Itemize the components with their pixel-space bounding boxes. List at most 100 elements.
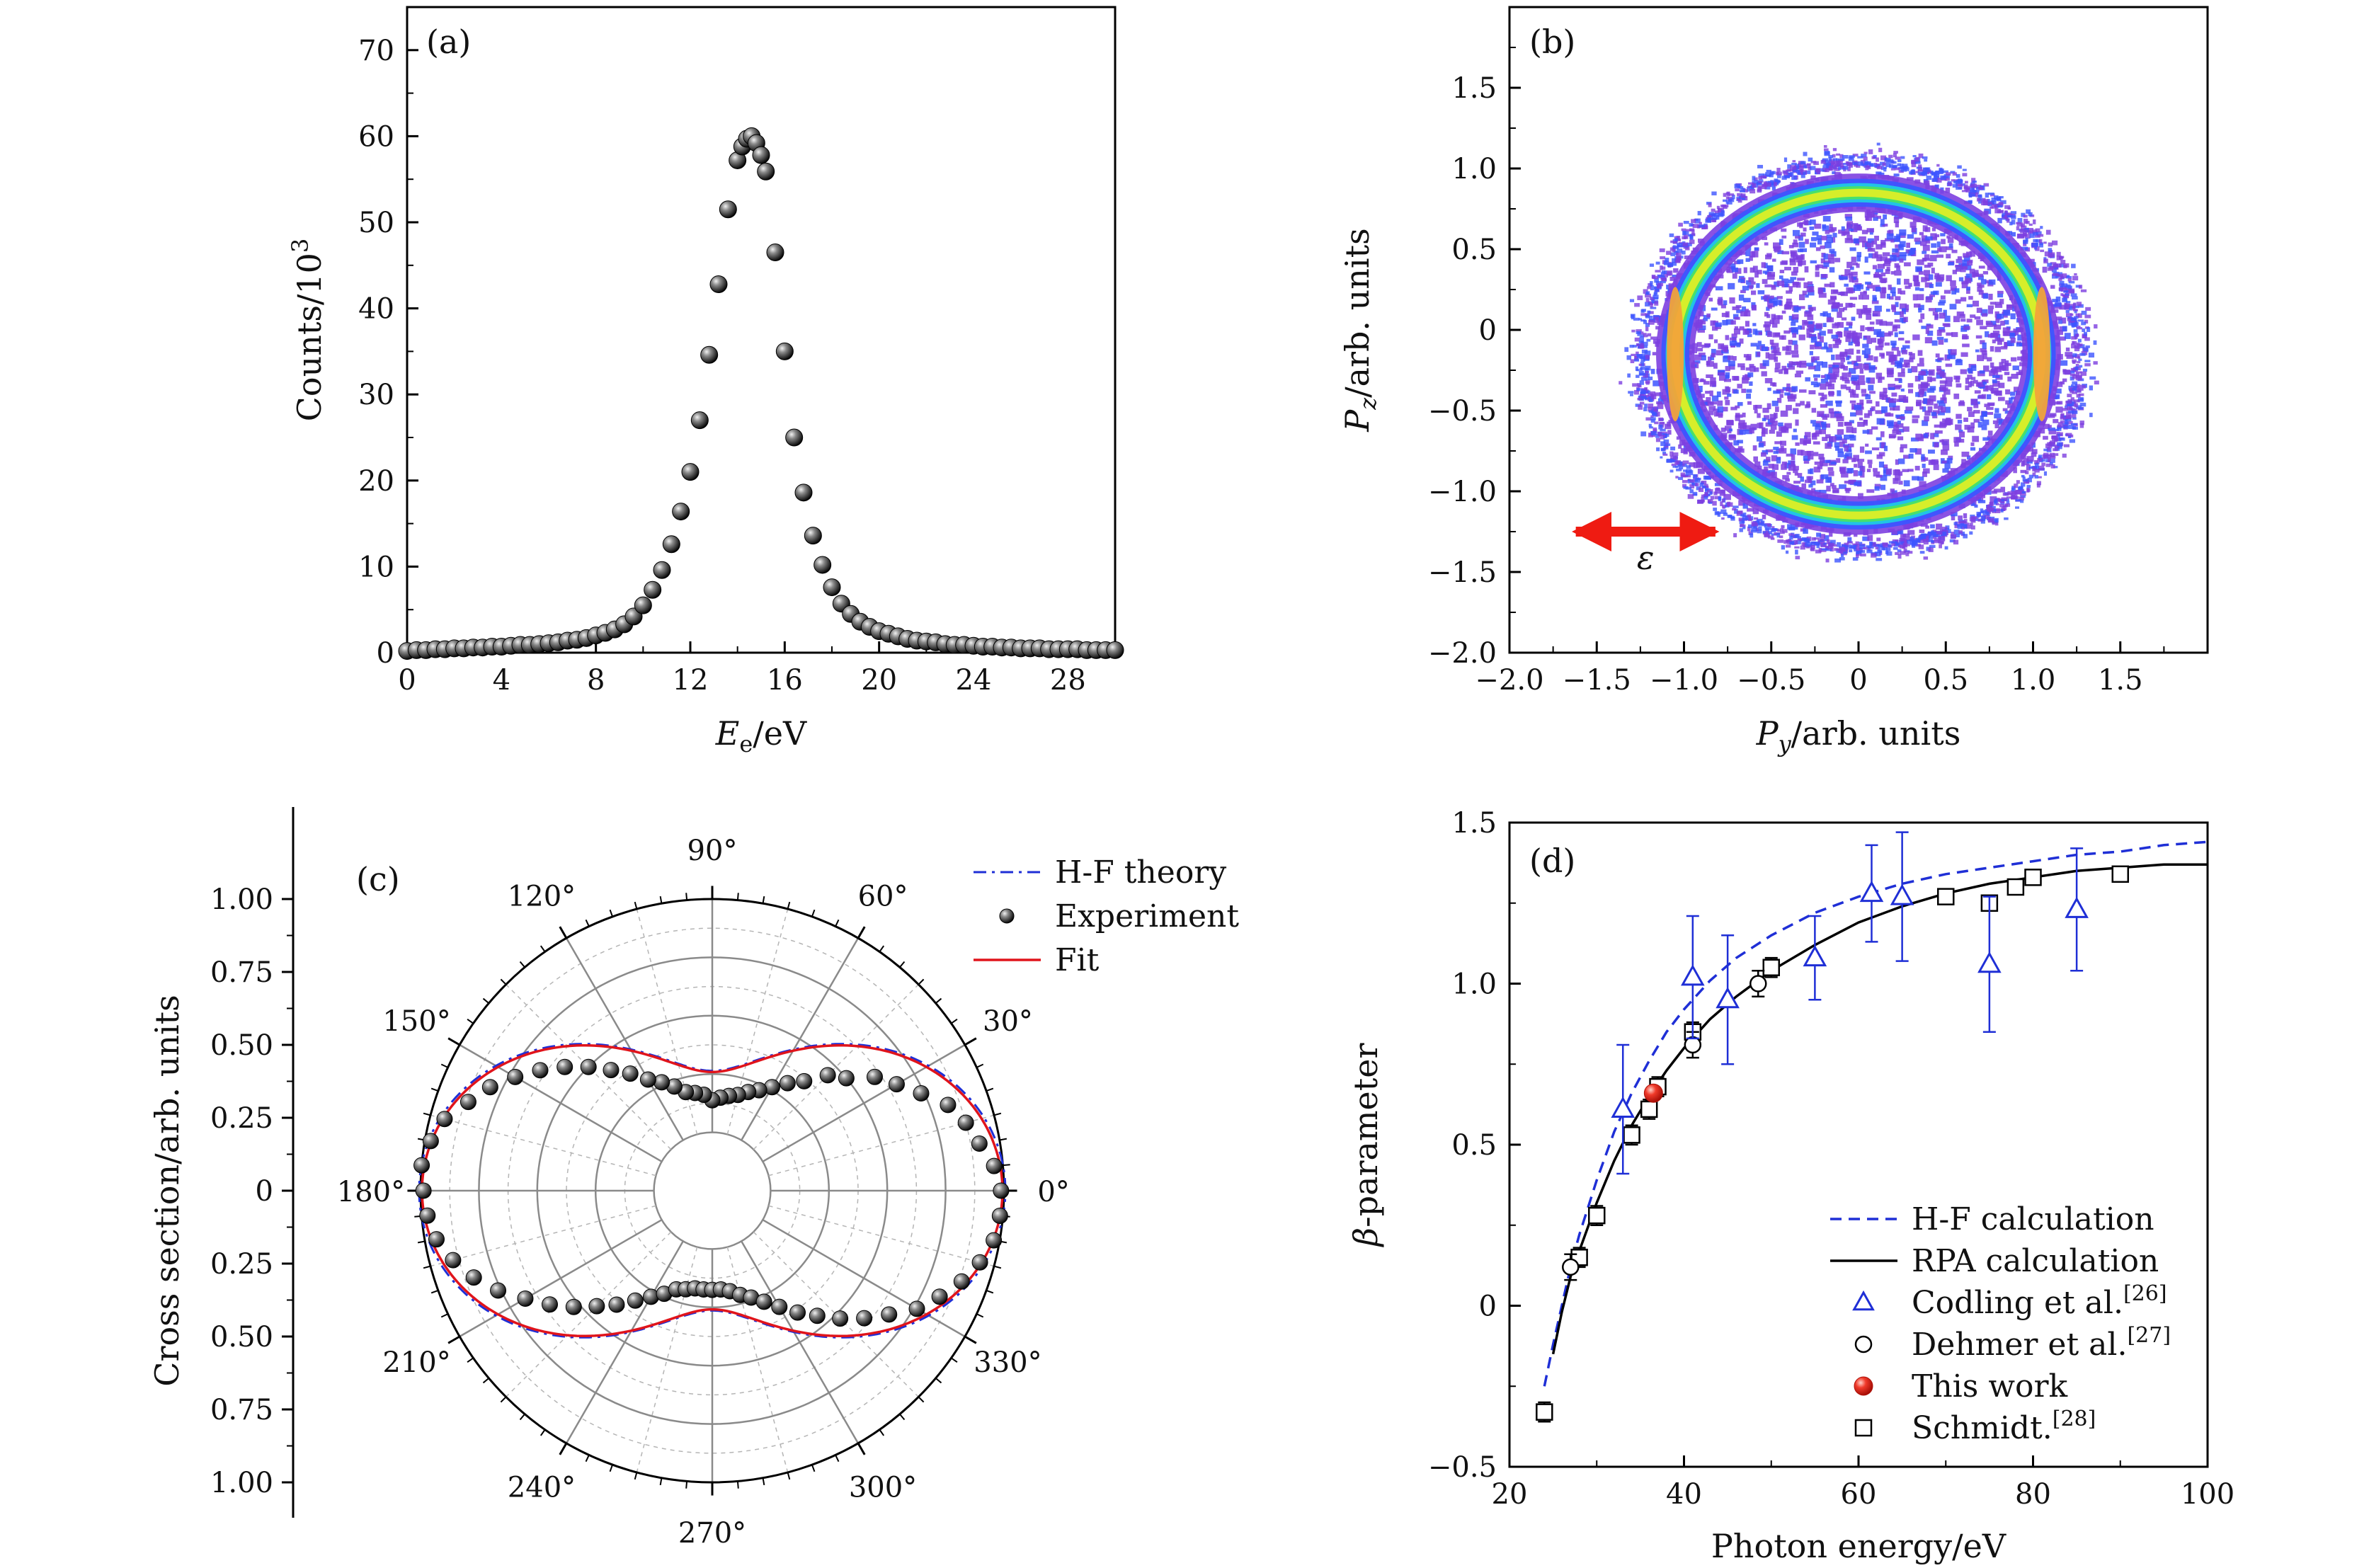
speckle	[1758, 442, 1764, 448]
speckle	[1806, 333, 1812, 338]
speckle	[1987, 506, 1993, 512]
speckle	[2072, 296, 2078, 300]
speckle	[1770, 424, 1777, 430]
speckle	[1761, 431, 1766, 437]
speckle	[1842, 372, 1848, 379]
speckle	[2074, 366, 2079, 371]
speckle	[1961, 190, 1968, 193]
speckle	[2057, 445, 2062, 450]
speckle	[1808, 484, 1813, 488]
speckle	[1875, 546, 1879, 550]
speckle	[1898, 481, 1903, 485]
angle-tick	[999, 1138, 1007, 1141]
speckle	[1746, 389, 1752, 393]
speckle	[1854, 394, 1859, 398]
speckle	[1664, 270, 1667, 275]
speckle	[1709, 491, 1713, 496]
speckle	[1831, 485, 1837, 489]
speckle	[1764, 326, 1771, 332]
speckle	[1797, 163, 1801, 168]
speckle	[2006, 214, 2012, 218]
speckle	[1975, 335, 1982, 339]
speckle	[1657, 432, 1662, 436]
speckle	[1876, 474, 1883, 478]
speckle	[1955, 265, 1963, 268]
speckle	[1902, 426, 1910, 432]
speckle	[1813, 441, 1820, 445]
speckle	[1764, 321, 1771, 327]
speckle	[1709, 401, 1718, 405]
speckle	[1939, 371, 1945, 377]
speckle	[2071, 336, 2077, 340]
speckle	[1773, 242, 1781, 249]
speckle	[2067, 435, 2072, 439]
speckle	[1852, 543, 1858, 546]
speckle	[2002, 327, 2010, 333]
speckle	[1953, 530, 1960, 535]
speckle	[1810, 166, 1816, 171]
speckle	[1656, 401, 1662, 404]
data-point	[662, 535, 680, 554]
speckle	[1948, 243, 1953, 248]
speckle	[1915, 544, 1921, 547]
speckle	[1827, 467, 1834, 471]
speckle	[1883, 166, 1887, 169]
speckle	[1683, 469, 1688, 472]
speckle	[1786, 302, 1793, 307]
speckle	[1872, 265, 1878, 270]
speckle	[1638, 318, 1642, 321]
speckle	[1747, 372, 1754, 377]
speckle	[1849, 412, 1856, 417]
speckle	[1897, 288, 1902, 294]
speckle	[1925, 535, 1929, 541]
speckle	[2079, 365, 2083, 368]
speckle	[1972, 273, 1979, 277]
speckle	[1849, 420, 1854, 424]
speckle	[1860, 553, 1866, 557]
speckle	[1883, 167, 1887, 172]
speckle	[2031, 243, 2038, 247]
speckle	[1692, 343, 1698, 348]
speckle	[1902, 345, 1910, 349]
speckle	[1714, 511, 1719, 515]
speckle	[2003, 331, 2009, 336]
speckle	[1988, 202, 1992, 205]
speckle	[1941, 406, 1946, 413]
speckle	[1856, 263, 1860, 268]
speckle	[1642, 341, 1648, 346]
speckle	[1910, 169, 1916, 174]
speckle	[2070, 293, 2077, 297]
speckle	[1931, 530, 1934, 534]
speckle	[1721, 517, 1725, 520]
speckle	[1777, 539, 1784, 543]
speckle	[1762, 279, 1768, 285]
speckle	[2036, 483, 2040, 488]
speckle	[1955, 424, 1962, 430]
speckle	[1810, 356, 1815, 362]
speckle	[1825, 160, 1829, 163]
speckle	[1936, 241, 1941, 248]
speckle	[1685, 229, 1692, 231]
speckle	[1749, 185, 1754, 191]
speckle	[1713, 411, 1720, 417]
speckle	[1640, 389, 1647, 394]
speckle	[1895, 414, 1902, 418]
speckle	[2074, 354, 2080, 359]
speckle	[1912, 540, 1917, 544]
speckle	[1638, 405, 1643, 410]
speckle	[1746, 187, 1750, 192]
speckle	[1928, 308, 1936, 311]
speckle	[1849, 303, 1856, 308]
speckle	[1713, 362, 1718, 369]
speckle	[1839, 557, 1845, 561]
speckle	[1689, 483, 1695, 488]
speckle	[1736, 342, 1741, 348]
speckle	[1976, 198, 1981, 202]
speckle	[1822, 216, 1831, 222]
speckle	[1982, 419, 1990, 425]
speckle	[1878, 461, 1885, 468]
speckle	[1658, 417, 1664, 422]
speckle	[1731, 333, 1737, 338]
speckle	[1985, 385, 1990, 391]
